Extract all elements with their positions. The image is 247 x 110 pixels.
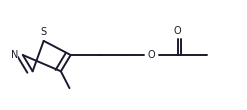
Text: O: O [174,26,181,36]
Text: N: N [11,50,18,60]
Text: S: S [41,27,47,37]
Text: O: O [148,50,156,60]
